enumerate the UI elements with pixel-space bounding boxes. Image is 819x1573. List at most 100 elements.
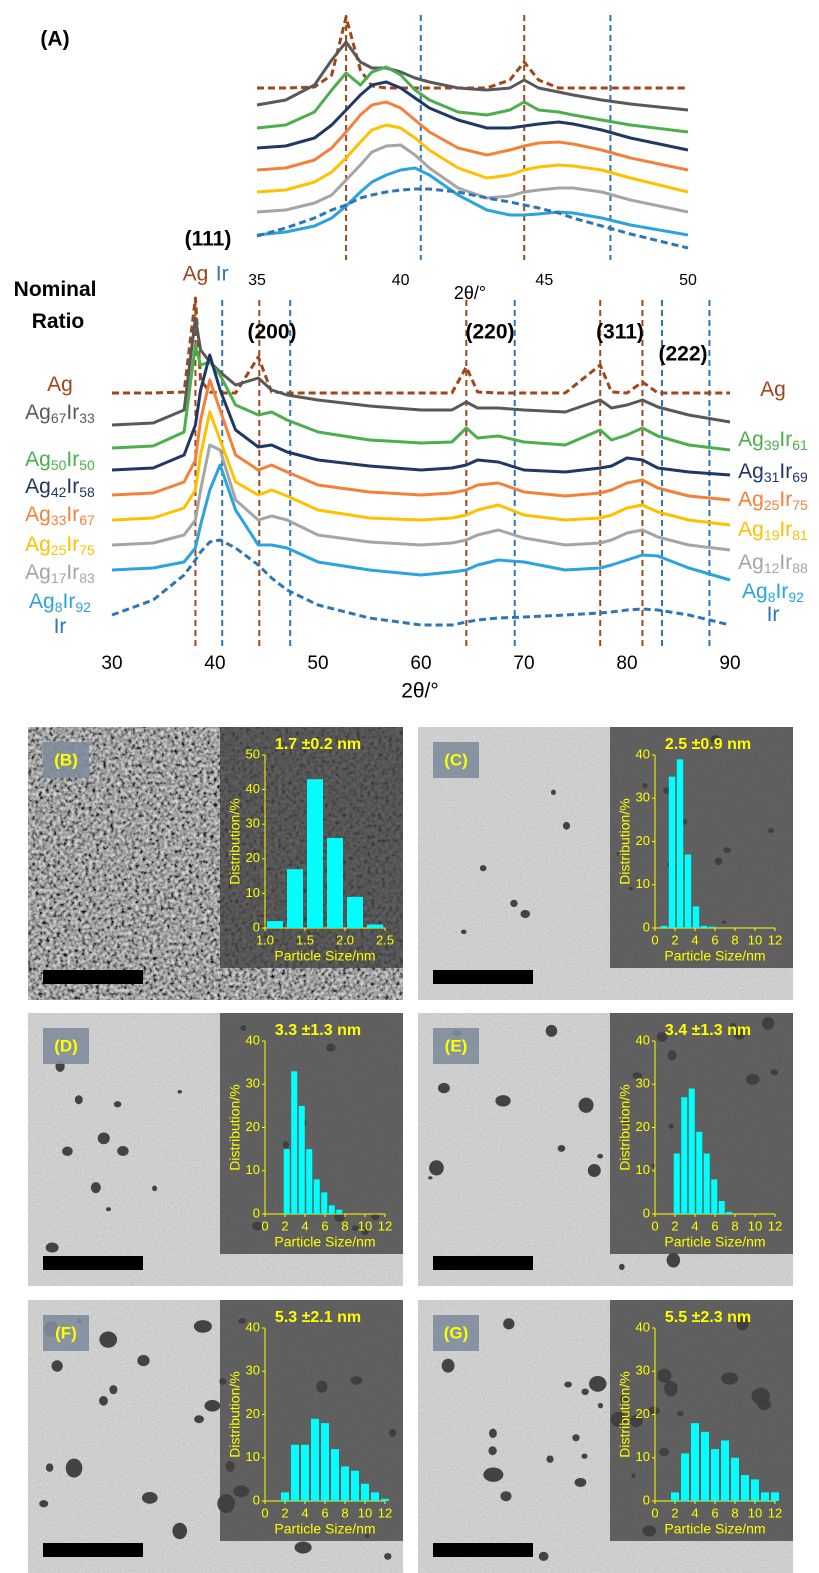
- histogram-bar: [691, 1423, 699, 1501]
- x-tick-label: 2: [281, 1505, 288, 1520]
- x-tick-label: 2: [671, 1505, 678, 1520]
- nanoparticle: [588, 1375, 607, 1392]
- x-tick-label: 12: [378, 1218, 392, 1233]
- panel-label: (F): [55, 1323, 77, 1342]
- y-tick-label: 40: [636, 1319, 650, 1334]
- scale-bar: [43, 1543, 143, 1557]
- nanoparticle: [562, 821, 571, 830]
- x-tick-label: 4: [691, 932, 698, 947]
- x-tick-label: 0: [261, 1505, 268, 1520]
- y-tick-label: 20: [246, 1406, 260, 1421]
- histogram-bar: [321, 1423, 329, 1501]
- histogram-title: 5.3 ±2.1 nm: [275, 1309, 361, 1326]
- xrd-curve: [111, 538, 731, 627]
- histogram-bar: [721, 1440, 729, 1501]
- histogram-bar: [703, 1153, 710, 1214]
- y-axis-label: Distribution/%: [617, 1084, 633, 1170]
- nanoparticle: [384, 1552, 392, 1560]
- y-tick-label: 0: [253, 919, 260, 934]
- histogram-bar: [291, 1071, 298, 1214]
- x-tick-label: 40: [392, 272, 410, 289]
- y-tick-label: 30: [636, 790, 650, 805]
- xrd-curve: [111, 378, 731, 502]
- nanoparticle: [538, 1551, 549, 1561]
- histogram-bar: [347, 896, 363, 928]
- y-tick-label: 10: [246, 885, 260, 900]
- x-tick-label: 50: [679, 272, 697, 289]
- histogram-bar: [351, 1470, 359, 1501]
- histogram-bar: [361, 1483, 369, 1501]
- y-tick-label: 40: [246, 781, 260, 796]
- nanoparticle: [581, 1453, 588, 1459]
- nanoparticle: [500, 1491, 512, 1502]
- histogram-bar: [681, 1097, 688, 1214]
- nanoparticle: [578, 1097, 594, 1113]
- legend-left-label: Ag50Ir50: [25, 448, 95, 473]
- histogram-bar: [660, 925, 668, 928]
- nanoparticle: [177, 1090, 182, 1094]
- histogram-bar: [321, 1192, 328, 1214]
- histogram-bar: [692, 906, 700, 928]
- x-tick-label: 0: [651, 1218, 658, 1233]
- x-axis-label: Particle Size/nm: [274, 1234, 375, 1250]
- x-tick-label: 6: [711, 1505, 718, 1520]
- x-tick-label: 6: [321, 1218, 328, 1233]
- y-tick-label: 10: [246, 1449, 260, 1464]
- nanoparticle: [437, 1082, 450, 1094]
- panel-label-box: [43, 1028, 89, 1064]
- histogram-bar: [718, 1201, 725, 1214]
- histogram-bar: [328, 1205, 335, 1214]
- histogram-bar: [771, 1492, 779, 1501]
- x-tick-label: 1.0: [256, 932, 274, 947]
- nanoparticle: [204, 1400, 221, 1412]
- nanoparticle: [99, 1396, 108, 1406]
- xrd-curve: [111, 443, 731, 552]
- peak-label: (111): [185, 228, 232, 251]
- legend-right-label: Ir: [767, 603, 780, 626]
- histogram-bar: [306, 1149, 313, 1214]
- nanoparticle: [39, 1500, 49, 1508]
- x-tick-label: 10: [748, 1505, 762, 1520]
- histogram-bar: [311, 1418, 319, 1501]
- y-tick-label: 50: [246, 746, 260, 761]
- legend-right-label: Ag12Ir88: [738, 551, 808, 576]
- nanoparticle: [597, 1402, 604, 1409]
- xrd-curve: [111, 410, 731, 527]
- histogram-bar: [341, 1466, 349, 1501]
- x-tick-label: 6: [711, 1218, 718, 1233]
- x-tick-label: 2: [671, 1218, 678, 1233]
- nanoparticle: [483, 1467, 504, 1482]
- y-tick-label: 40: [636, 746, 650, 761]
- legend-title: Nominal Ratio: [14, 278, 103, 333]
- x-tick-label: 10: [358, 1218, 372, 1233]
- histogram-bar: [267, 921, 283, 928]
- x-tick-label: 60: [410, 653, 431, 674]
- x-axis-label: Particle Size/nm: [274, 948, 375, 964]
- x-axis-label: Particle Size/nm: [664, 1234, 765, 1250]
- histogram-bar: [726, 1211, 733, 1214]
- nanoparticle: [105, 1207, 112, 1212]
- histogram-bar: [381, 1498, 389, 1501]
- panel-label-box: [433, 1315, 479, 1351]
- x-tick-label: 6: [321, 1505, 328, 1520]
- histogram-bar: [367, 924, 383, 928]
- x-tick-label: 8: [731, 932, 738, 947]
- legend-left-label: Ag67Ir33: [25, 401, 95, 426]
- nanoparticle: [109, 1385, 118, 1395]
- legend-right-label: Ag25Ir75: [738, 488, 808, 513]
- y-tick-label: 10: [246, 1162, 260, 1177]
- y-tick-label: 20: [246, 850, 260, 865]
- legend-right-label: Ag19Ir81: [738, 518, 808, 543]
- histogram-title: 1.7 ±0.2 nm: [275, 736, 361, 753]
- y-tick-label: 20: [636, 833, 650, 848]
- x-tick-label: 8: [341, 1218, 348, 1233]
- histogram-bar: [336, 1209, 343, 1214]
- histogram-bar: [676, 759, 684, 928]
- x-tick-label: 4: [301, 1505, 308, 1520]
- nanoparticle: [65, 1458, 83, 1478]
- scale-bar: [433, 1543, 533, 1557]
- y-tick-label: 20: [636, 1119, 650, 1134]
- legend-left-label: Ag33Ir67: [25, 503, 95, 528]
- x-tick-label: 4: [691, 1505, 698, 1520]
